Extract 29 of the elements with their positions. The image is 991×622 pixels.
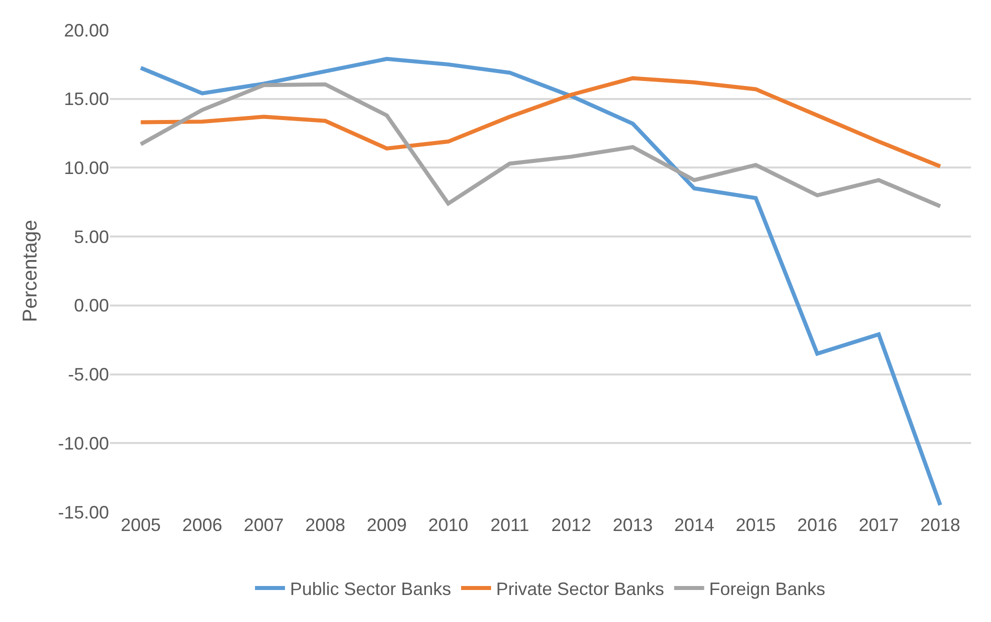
y-tick-label: 5.00 [74,226,109,247]
x-tick-label: 2013 [612,515,653,535]
x-tick-label: 2012 [551,515,592,535]
x-tick-label: 2008 [305,515,346,535]
x-tick-label: 2005 [120,515,161,535]
y-tick-label: -15.00 [58,502,109,522]
y-tick-label: 20.00 [64,20,109,40]
y-tick-label: 15.00 [64,89,109,110]
x-tick-label: 2009 [366,515,407,535]
line-series [138,82,942,208]
y-tick-label: 10.00 [64,158,109,178]
y-tick-label: -10.00 [58,433,109,454]
legend-label: Foreign Banks [709,579,826,600]
x-tick-label: 2016 [797,515,838,535]
x-tick-label: 2018 [920,515,960,535]
x-tick-label: 2006 [182,515,222,535]
x-tick-label: 2010 [428,515,468,535]
y-axis-title: Percentage [19,220,42,322]
legend-label: Public Sector Banks [290,579,452,600]
x-tick-label: 2017 [858,515,899,535]
line-series [138,56,942,508]
x-tick-label: 2015 [736,515,776,535]
legend-label: Private Sector Banks [496,579,664,600]
line-series [138,76,942,168]
x-tick-label: 2014 [674,515,714,535]
y-tick-label: 0.00 [74,296,109,316]
x-tick-label: 2011 [490,515,530,535]
x-tick-label: 2007 [244,515,284,535]
y-tick-label: -5.00 [68,364,109,385]
